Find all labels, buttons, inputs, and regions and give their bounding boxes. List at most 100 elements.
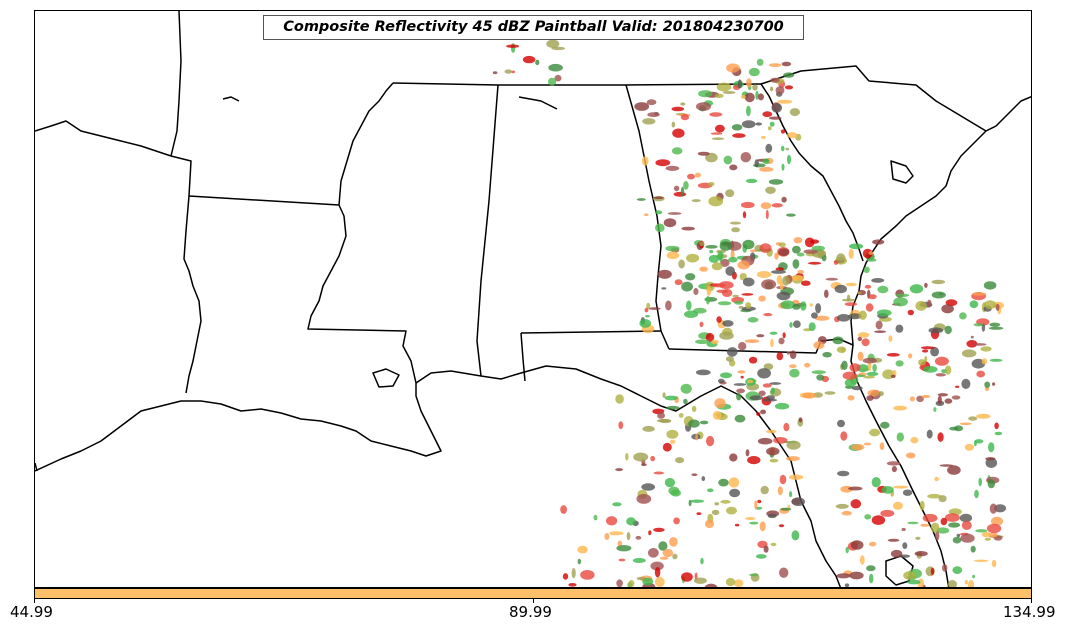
reflectivity-blob bbox=[949, 426, 959, 431]
reflectivity-blob bbox=[560, 505, 567, 514]
reflectivity-blob bbox=[763, 313, 773, 317]
reflectivity-blob bbox=[832, 336, 844, 345]
reflectivity-blob bbox=[709, 249, 714, 254]
reflectivity-blob bbox=[707, 488, 714, 493]
reflectivity-blob bbox=[658, 541, 668, 551]
reflectivity-blob bbox=[760, 485, 769, 495]
reflectivity-blob bbox=[554, 74, 562, 82]
reflectivity-blob bbox=[775, 267, 784, 271]
reflectivity-blob bbox=[746, 105, 751, 117]
reflectivity-blob bbox=[775, 86, 785, 95]
reflectivity-blob bbox=[781, 163, 785, 171]
reflectivity-blob bbox=[733, 579, 744, 587]
reflectivity-blob bbox=[907, 309, 914, 316]
reflectivity-blob bbox=[782, 275, 790, 286]
reflectivity-blob bbox=[548, 77, 557, 86]
reflectivity-blob bbox=[840, 431, 848, 441]
reflectivity-blob bbox=[978, 477, 982, 487]
map-title: Composite Reflectivity 45 dBZ Paintball … bbox=[263, 15, 804, 40]
reflectivity-blob bbox=[761, 279, 777, 290]
reflectivity-blob bbox=[769, 86, 774, 92]
reflectivity-blob bbox=[902, 489, 913, 496]
reflectivity-blob bbox=[719, 331, 734, 340]
reflectivity-blob bbox=[948, 522, 961, 528]
reflectivity-blob bbox=[741, 120, 756, 129]
reflectivity-blob bbox=[769, 458, 779, 463]
reflectivity-blob bbox=[793, 320, 801, 329]
reflectivity-blob bbox=[983, 300, 997, 310]
reflectivity-blob bbox=[915, 536, 921, 540]
reflectivity-blob bbox=[871, 515, 886, 525]
reflectivity-blob bbox=[711, 339, 719, 345]
reflectivity-blob bbox=[720, 372, 732, 379]
reflectivity-blob bbox=[615, 394, 624, 404]
reflectivity-blob bbox=[683, 181, 689, 190]
reflectivity-blob bbox=[864, 514, 872, 520]
reflectivity-blob bbox=[719, 241, 732, 251]
reflectivity-blob bbox=[704, 583, 718, 587]
state-border-line bbox=[170, 155, 202, 394]
coastline bbox=[35, 462, 38, 472]
reflectivity-blob bbox=[511, 70, 515, 74]
reflectivity-blob bbox=[837, 419, 845, 428]
reflectivity-blob bbox=[778, 248, 790, 256]
reflectivity-blob bbox=[776, 275, 783, 285]
reflectivity-blob bbox=[903, 571, 916, 580]
reflectivity-blob bbox=[723, 155, 733, 165]
reflectivity-blob bbox=[729, 164, 738, 171]
reflectivity-blob bbox=[609, 531, 624, 536]
colorbar-tick-label-mid: 89.99 bbox=[509, 603, 552, 621]
reflectivity-blob bbox=[955, 385, 960, 388]
reflectivity-blob bbox=[878, 391, 884, 397]
reflectivity-blob bbox=[699, 420, 709, 425]
reflectivity-blob bbox=[777, 99, 793, 104]
reflectivity-blob bbox=[568, 583, 577, 587]
reflectivity-blob bbox=[748, 356, 758, 364]
reflectivity-blob bbox=[759, 243, 772, 253]
reflectivity-blob bbox=[857, 332, 870, 338]
coastline bbox=[415, 365, 642, 397]
reflectivity-blob bbox=[492, 71, 498, 75]
reflectivity-blob bbox=[811, 312, 818, 319]
reflectivity-blob bbox=[754, 500, 758, 510]
reflectivity-blob bbox=[666, 429, 679, 439]
reflectivity-blob bbox=[976, 413, 991, 419]
reflectivity-blob bbox=[845, 546, 849, 554]
reflectivity-blob bbox=[780, 145, 785, 152]
reflectivity-blob bbox=[769, 63, 782, 67]
reflectivity-blob bbox=[850, 540, 864, 550]
reflectivity-blob bbox=[548, 63, 563, 72]
reflectivity-blob bbox=[927, 493, 942, 499]
reflectivity-blob bbox=[762, 383, 772, 388]
reflectivity-blob bbox=[893, 297, 908, 307]
reflectivity-blob bbox=[922, 513, 938, 523]
reflectivity-blob bbox=[756, 271, 772, 278]
reflectivity-blob bbox=[635, 535, 642, 540]
reflectivity-blob bbox=[726, 347, 738, 357]
reflectivity-blob bbox=[875, 320, 883, 330]
reflectivity-blob bbox=[989, 358, 1003, 362]
reflectivity-blob bbox=[877, 285, 889, 294]
reflectivity-blob bbox=[872, 363, 877, 373]
reflectivity-blob bbox=[699, 266, 708, 272]
reflectivity-blob bbox=[822, 351, 832, 358]
reflectivity-blob bbox=[625, 453, 629, 461]
reflectivity-blob bbox=[593, 514, 598, 521]
reflectivity-blob bbox=[745, 517, 756, 520]
reflectivity-blob bbox=[770, 338, 774, 348]
reflectivity-blob bbox=[699, 241, 705, 247]
reflectivity-blob bbox=[686, 253, 700, 263]
reflectivity-blob bbox=[934, 476, 939, 482]
reflectivity-blob bbox=[972, 574, 976, 579]
reflectivity-blob bbox=[759, 167, 774, 172]
reflectivity-blob bbox=[971, 292, 987, 296]
reflectivity-blob bbox=[868, 251, 874, 255]
reflectivity-blob bbox=[778, 337, 785, 345]
reflectivity-blob bbox=[863, 375, 875, 379]
coastline bbox=[372, 368, 400, 388]
reflectivity-blob bbox=[716, 316, 722, 323]
reflectivity-blob bbox=[811, 245, 825, 251]
state-border-line bbox=[392, 82, 762, 86]
reflectivity-blob bbox=[752, 84, 758, 91]
reflectivity-blob bbox=[874, 330, 887, 334]
